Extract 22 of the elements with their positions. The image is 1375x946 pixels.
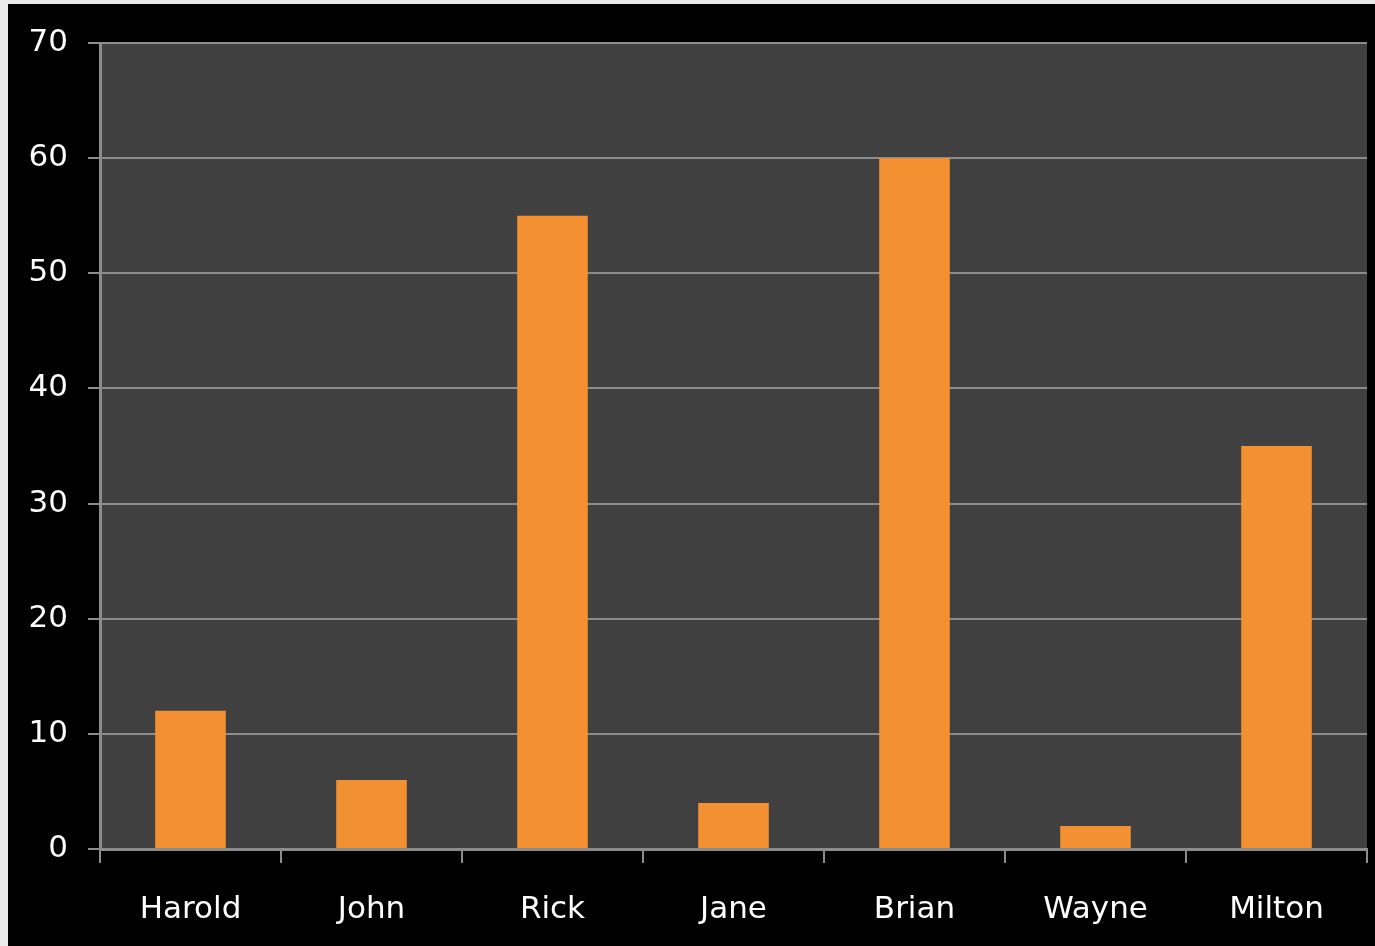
bar [1060,825,1131,848]
y-tick-label: 0 [48,828,68,865]
bar [517,215,588,848]
x-tick-label: John [335,888,406,925]
bar [879,158,950,848]
x-tick-label: Jane [698,888,767,925]
y-tick-label: 30 [28,482,68,519]
x-tick-label: Brian [873,888,956,925]
y-tick-label: 20 [28,597,68,634]
bar [698,802,769,848]
bar [1241,446,1312,848]
y-tick-label: 60 [28,137,68,174]
x-tick-label: Milton [1229,888,1324,925]
x-tick-label: Rick [519,888,586,925]
y-tick-label: 10 [28,712,68,749]
bar [336,779,407,848]
y-tick-label: 50 [28,252,68,289]
x-tick-label: Wayne [1043,888,1148,925]
bar [155,710,226,848]
y-tick-label: 40 [28,367,68,404]
y-tick-label: 70 [28,22,68,59]
x-tick-label: Harold [139,888,242,925]
